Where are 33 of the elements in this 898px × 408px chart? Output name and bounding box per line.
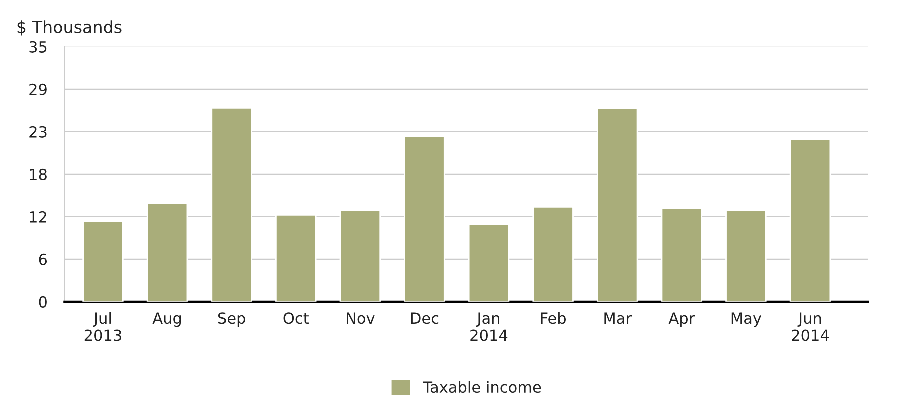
bar	[661, 208, 703, 302]
bar	[726, 210, 767, 302]
x-tick-label: Mar	[604, 312, 632, 324]
y-axis-title: $ Thousands	[18, 20, 122, 36]
bar	[790, 138, 832, 302]
y-tick-label: 0	[39, 296, 47, 308]
x-tick-label: May	[732, 312, 762, 328]
y-tick-label: 12	[30, 211, 46, 223]
x-tick-label: Jun 2014	[792, 312, 830, 342]
bar	[404, 136, 446, 302]
bar	[468, 224, 510, 302]
bar	[340, 210, 382, 302]
bar	[532, 206, 574, 302]
bar	[275, 214, 317, 302]
bar	[211, 107, 252, 302]
legend-label: Taxable income	[423, 381, 542, 394]
y-tick-label: 6	[39, 254, 48, 266]
x-tick-label: Aug	[152, 312, 182, 328]
y-tick-label: 18	[30, 168, 47, 180]
x-tick-label: Apr	[668, 312, 696, 328]
x-tick-label: Sep	[218, 312, 246, 328]
bar	[82, 221, 124, 302]
y-tick-label: 35	[30, 41, 47, 53]
x-tick-label: Oct	[284, 312, 309, 324]
bar	[146, 202, 188, 302]
x-tick-label: Dec	[411, 312, 439, 324]
y-tick-label: 29	[30, 84, 47, 96]
x-tick-label: Feb	[541, 312, 566, 324]
bar	[596, 108, 638, 302]
x-tick-label: Jan 2014	[470, 312, 508, 342]
x-tick-label: Nov	[347, 312, 375, 324]
y-tick-label: 23	[30, 126, 47, 138]
x-tick-label: Jul 2013	[84, 312, 122, 342]
